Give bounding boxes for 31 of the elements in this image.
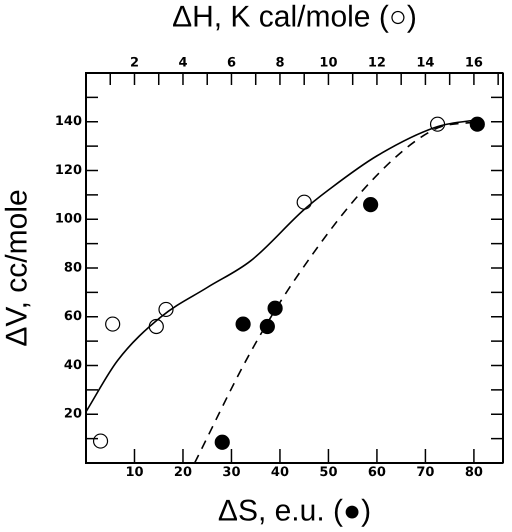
point bbox=[260, 318, 275, 334]
y-tick-label: 100 bbox=[54, 212, 82, 227]
y-axis-title: ΔV, cc/mole bbox=[0, 189, 34, 347]
x-tick-label: 70 bbox=[416, 465, 434, 480]
point bbox=[268, 300, 283, 316]
x2-tick-label: 6 bbox=[226, 56, 236, 71]
y-tick-label: 80 bbox=[64, 260, 82, 276]
x-tick-label: 20 bbox=[174, 465, 192, 480]
x2-axis-title: ΔH, K cal/mole (○) bbox=[172, 0, 417, 34]
x-tick-label: 30 bbox=[222, 465, 241, 480]
y-tick-label: 60 bbox=[64, 309, 82, 324]
x-tick-label: 80 bbox=[464, 465, 483, 480]
x2-tick-label: 12 bbox=[368, 56, 386, 71]
x2-tick-label: 2 bbox=[130, 56, 140, 71]
y-tick-label: 20 bbox=[64, 406, 82, 422]
point bbox=[214, 434, 230, 450]
x-tick-label: 50 bbox=[319, 465, 338, 480]
point bbox=[363, 197, 378, 212]
x-tick-label: 40 bbox=[270, 465, 289, 480]
x2-tick-label: 14 bbox=[416, 56, 434, 71]
y-tick-label: 120 bbox=[54, 162, 82, 178]
x-tick-label: 10 bbox=[125, 465, 144, 480]
x2-tick-label: 4 bbox=[178, 56, 188, 71]
x2-tick-label: 8 bbox=[275, 56, 284, 71]
x2-tick-label: 16 bbox=[464, 56, 483, 71]
x-axis-title: ΔS, e.u. (●) bbox=[218, 494, 372, 528]
point bbox=[236, 316, 251, 332]
y-tick-label: 140 bbox=[54, 114, 82, 130]
x-tick-label: 60 bbox=[368, 465, 386, 480]
y-tick-label: 40 bbox=[64, 358, 82, 373]
x2-tick-label: 10 bbox=[319, 56, 338, 71]
